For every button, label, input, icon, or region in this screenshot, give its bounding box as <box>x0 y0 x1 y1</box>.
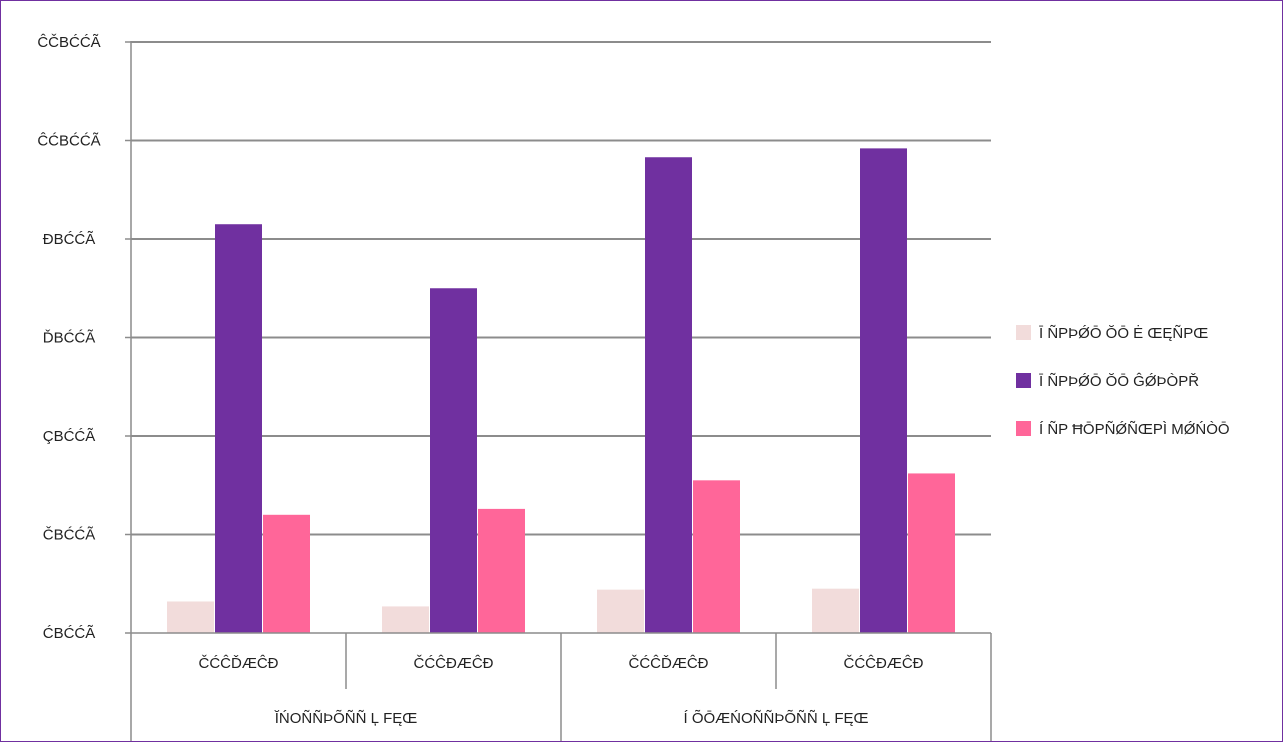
axis-layer: ĆBĆĆÃ ČBĆĆÃ ÇBĆĆÃ ĎBĆĆÃ ĐBĆĆÃ ĈĆBĆĆÃ ĈČBĆĆÃ ČĆĈ… <box>37 34 992 741</box>
bar <box>860 148 907 633</box>
y-tick-label: ĐBĆĆÃ <box>43 231 96 248</box>
bar <box>215 224 262 633</box>
category-label: ČĆĈĐÆĈĐ <box>414 655 494 672</box>
legend-swatch <box>1016 373 1031 388</box>
legend-layer: Ī ÑPÞǾŌ ŎŌ Ė ŒĘÑPŒ Ī ÑPÞǾŌ ŎŌ ĜǾÞÒPŘ Í ÑP … <box>1016 324 1230 438</box>
bar <box>382 606 429 633</box>
category-label: ČĆĈĎÆĈĐ <box>199 655 279 672</box>
bar <box>693 480 740 633</box>
legend-swatch <box>1016 325 1031 340</box>
legend-label: Í ÑP ĦŌPÑǾÑŒPÌ MǾŃÒŌ <box>1039 421 1230 438</box>
y-tick-label: ĈČBĆĆÃ <box>37 34 100 51</box>
bar <box>167 601 214 633</box>
legend-swatch <box>1016 421 1031 436</box>
bar <box>597 589 644 633</box>
bar <box>812 588 859 633</box>
bar <box>478 508 525 633</box>
group-label: ĬŃOÑÑÞÕÑÑ Ļ FĘŒ <box>274 710 418 727</box>
bar <box>430 288 477 633</box>
category-label: ČĆĈĐÆĈĐ <box>844 655 924 672</box>
bar <box>908 473 955 633</box>
bar <box>645 157 692 633</box>
grid-layer <box>131 41 991 536</box>
bar <box>263 514 310 633</box>
y-tick-label: ĎBĆĆÃ <box>43 330 96 347</box>
y-tick-label: ĆBĆĆÃ <box>43 625 96 642</box>
legend-label: Ī ÑPÞǾŌ ŎŌ ĜǾÞÒPŘ <box>1039 373 1199 390</box>
y-tick-label: ÇBĆĆÃ <box>43 428 96 445</box>
y-tick-label: ČBĆĆÃ <box>43 527 96 544</box>
y-tick-label: ĈĆBĆĆÃ <box>37 133 100 150</box>
legend-label: Ī ÑPÞǾŌ ŎŌ Ė ŒĘÑPŒ <box>1039 324 1208 342</box>
category-label: ČĆĈĎÆĈĐ <box>629 655 709 672</box>
bars-layer <box>167 148 955 633</box>
group-label: Í ÕŌÆŃOÑÑÞÕÑÑ Ļ FĘŒ <box>683 710 868 727</box>
